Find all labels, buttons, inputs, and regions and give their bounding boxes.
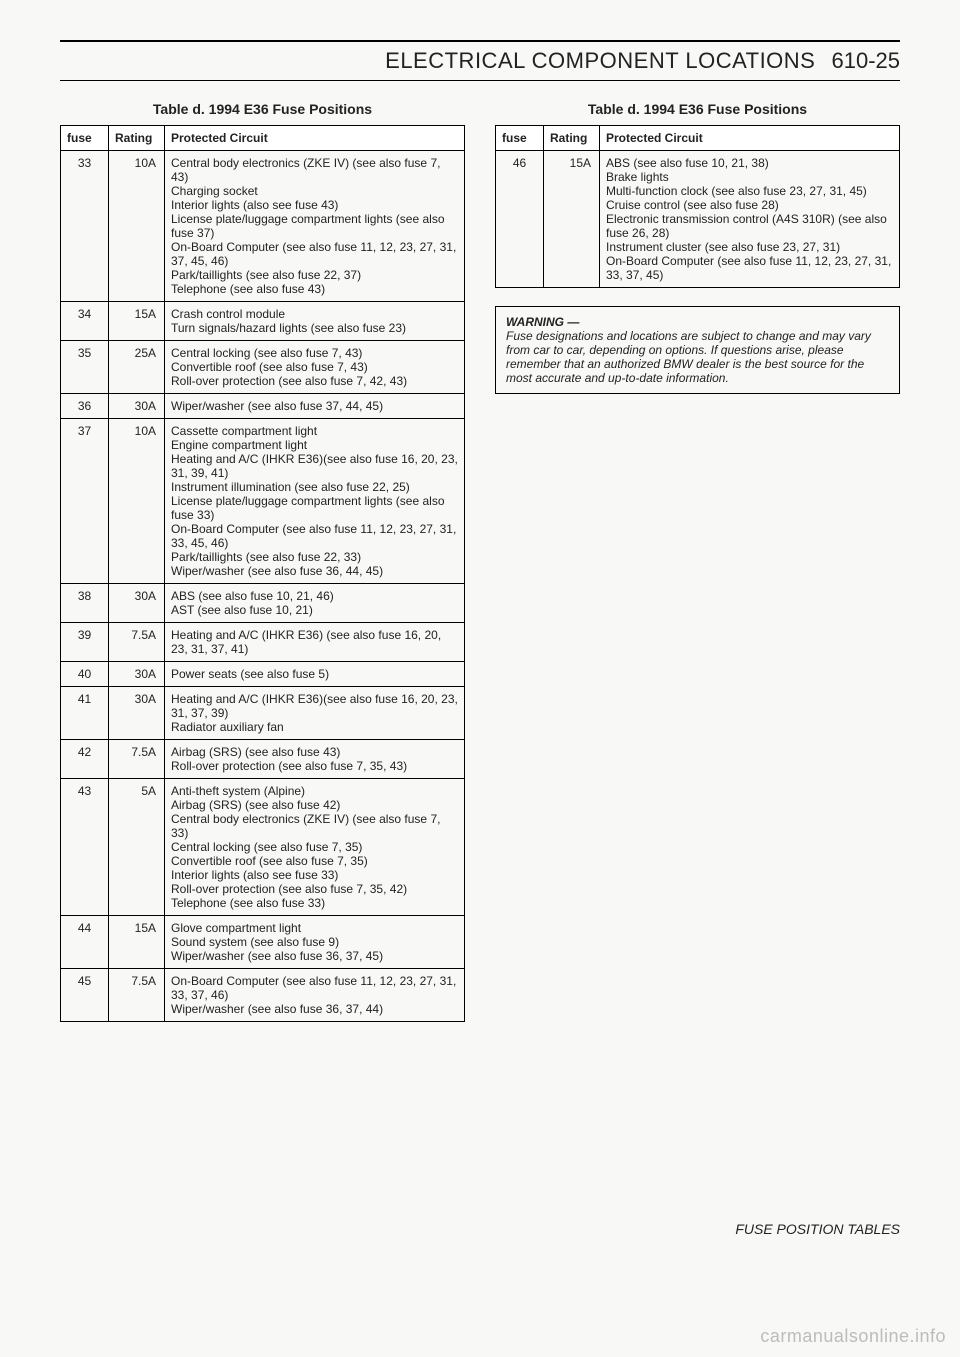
- cell-circuit: Cassette compartment light Engine compar…: [165, 419, 465, 584]
- cell-rating: 5A: [109, 779, 165, 916]
- cell-rating: 15A: [544, 151, 600, 288]
- cell-circuit: Power seats (see also fuse 5): [165, 662, 465, 687]
- cell-fuse: 39: [61, 623, 109, 662]
- cell-rating: 7.5A: [109, 623, 165, 662]
- cell-rating: 30A: [109, 662, 165, 687]
- right-fuse-table: fuse Rating Protected Circuit 4615AABS (…: [495, 125, 900, 288]
- table-row: 3310ACentral body electronics (ZKE IV) (…: [61, 151, 465, 302]
- table-row: 4130AHeating and A/C (IHKR E36)(see also…: [61, 687, 465, 740]
- cell-fuse: 36: [61, 394, 109, 419]
- table-row: 3630AWiper/washer (see also fuse 37, 44,…: [61, 394, 465, 419]
- watermark: carmanualsonline.info: [760, 1326, 946, 1347]
- col-fuse: fuse: [496, 126, 544, 151]
- page-header: ELECTRICAL COMPONENT LOCATIONS 610-25: [60, 40, 900, 81]
- warning-title: WARNING —: [506, 315, 889, 329]
- right-table-title: Table d. 1994 E36 Fuse Positions: [495, 101, 900, 117]
- table-row: 3710ACassette compartment light Engine c…: [61, 419, 465, 584]
- footer-label: FUSE POSITION TABLES: [735, 1221, 900, 1237]
- cell-fuse: 40: [61, 662, 109, 687]
- cell-fuse: 42: [61, 740, 109, 779]
- right-column: Table d. 1994 E36 Fuse Positions fuse Ra…: [495, 101, 900, 394]
- left-column: Table d. 1994 E36 Fuse Positions fuse Ra…: [60, 101, 465, 1022]
- col-circuit: Protected Circuit: [600, 126, 900, 151]
- table-header-row: fuse Rating Protected Circuit: [496, 126, 900, 151]
- cell-fuse: 43: [61, 779, 109, 916]
- table-header-row: fuse Rating Protected Circuit: [61, 126, 465, 151]
- cell-circuit: Anti-theft system (Alpine) Airbag (SRS) …: [165, 779, 465, 916]
- cell-circuit: ABS (see also fuse 10, 21, 46) AST (see …: [165, 584, 465, 623]
- cell-circuit: On-Board Computer (see also fuse 11, 12,…: [165, 969, 465, 1022]
- cell-fuse: 44: [61, 916, 109, 969]
- table-row: 3415ACrash control module Turn signals/h…: [61, 302, 465, 341]
- left-table-title: Table d. 1994 E36 Fuse Positions: [60, 101, 465, 117]
- table-row: 457.5AOn-Board Computer (see also fuse 1…: [61, 969, 465, 1022]
- cell-circuit: Airbag (SRS) (see also fuse 43) Roll-ove…: [165, 740, 465, 779]
- table-row: 4030APower seats (see also fuse 5): [61, 662, 465, 687]
- cell-fuse: 34: [61, 302, 109, 341]
- cell-rating: 10A: [109, 419, 165, 584]
- table-row: 3830AABS (see also fuse 10, 21, 46) AST …: [61, 584, 465, 623]
- warning-box: WARNING — Fuse designations and location…: [495, 306, 900, 394]
- col-circuit: Protected Circuit: [165, 126, 465, 151]
- cell-rating: 30A: [109, 687, 165, 740]
- cell-rating: 10A: [109, 151, 165, 302]
- col-fuse: fuse: [61, 126, 109, 151]
- cell-circuit: Crash control module Turn signals/hazard…: [165, 302, 465, 341]
- table-row: 397.5AHeating and A/C (IHKR E36) (see al…: [61, 623, 465, 662]
- cell-circuit: Central locking (see also fuse 7, 43) Co…: [165, 341, 465, 394]
- cell-rating: 15A: [109, 916, 165, 969]
- cell-circuit: Wiper/washer (see also fuse 37, 44, 45): [165, 394, 465, 419]
- cell-circuit: Glove compartment light Sound system (se…: [165, 916, 465, 969]
- table-row: 435AAnti-theft system (Alpine) Airbag (S…: [61, 779, 465, 916]
- cell-fuse: 33: [61, 151, 109, 302]
- cell-rating: 25A: [109, 341, 165, 394]
- cell-circuit: ABS (see also fuse 10, 21, 38) Brake lig…: [600, 151, 900, 288]
- page-number: 610-25: [831, 48, 900, 73]
- cell-fuse: 37: [61, 419, 109, 584]
- table-row: 4415AGlove compartment light Sound syste…: [61, 916, 465, 969]
- col-rating: Rating: [544, 126, 600, 151]
- table-row: 4615AABS (see also fuse 10, 21, 38) Brak…: [496, 151, 900, 288]
- cell-fuse: 41: [61, 687, 109, 740]
- cell-rating: 15A: [109, 302, 165, 341]
- cell-fuse: 38: [61, 584, 109, 623]
- left-fuse-table: fuse Rating Protected Circuit 3310ACentr…: [60, 125, 465, 1022]
- section-title: ELECTRICAL COMPONENT LOCATIONS: [385, 48, 815, 73]
- cell-circuit: Heating and A/C (IHKR E36) (see also fus…: [165, 623, 465, 662]
- two-column-layout: Table d. 1994 E36 Fuse Positions fuse Ra…: [60, 101, 900, 1022]
- cell-fuse: 45: [61, 969, 109, 1022]
- cell-fuse: 46: [496, 151, 544, 288]
- cell-rating: 30A: [109, 394, 165, 419]
- table-row: 3525ACentral locking (see also fuse 7, 4…: [61, 341, 465, 394]
- col-rating: Rating: [109, 126, 165, 151]
- cell-rating: 7.5A: [109, 969, 165, 1022]
- cell-circuit: Central body electronics (ZKE IV) (see a…: [165, 151, 465, 302]
- cell-fuse: 35: [61, 341, 109, 394]
- table-row: 427.5AAirbag (SRS) (see also fuse 43) Ro…: [61, 740, 465, 779]
- cell-rating: 7.5A: [109, 740, 165, 779]
- page-content: ELECTRICAL COMPONENT LOCATIONS 610-25 Ta…: [0, 0, 960, 1042]
- warning-body: Fuse designations and locations are subj…: [506, 329, 889, 385]
- cell-circuit: Heating and A/C (IHKR E36)(see also fuse…: [165, 687, 465, 740]
- cell-rating: 30A: [109, 584, 165, 623]
